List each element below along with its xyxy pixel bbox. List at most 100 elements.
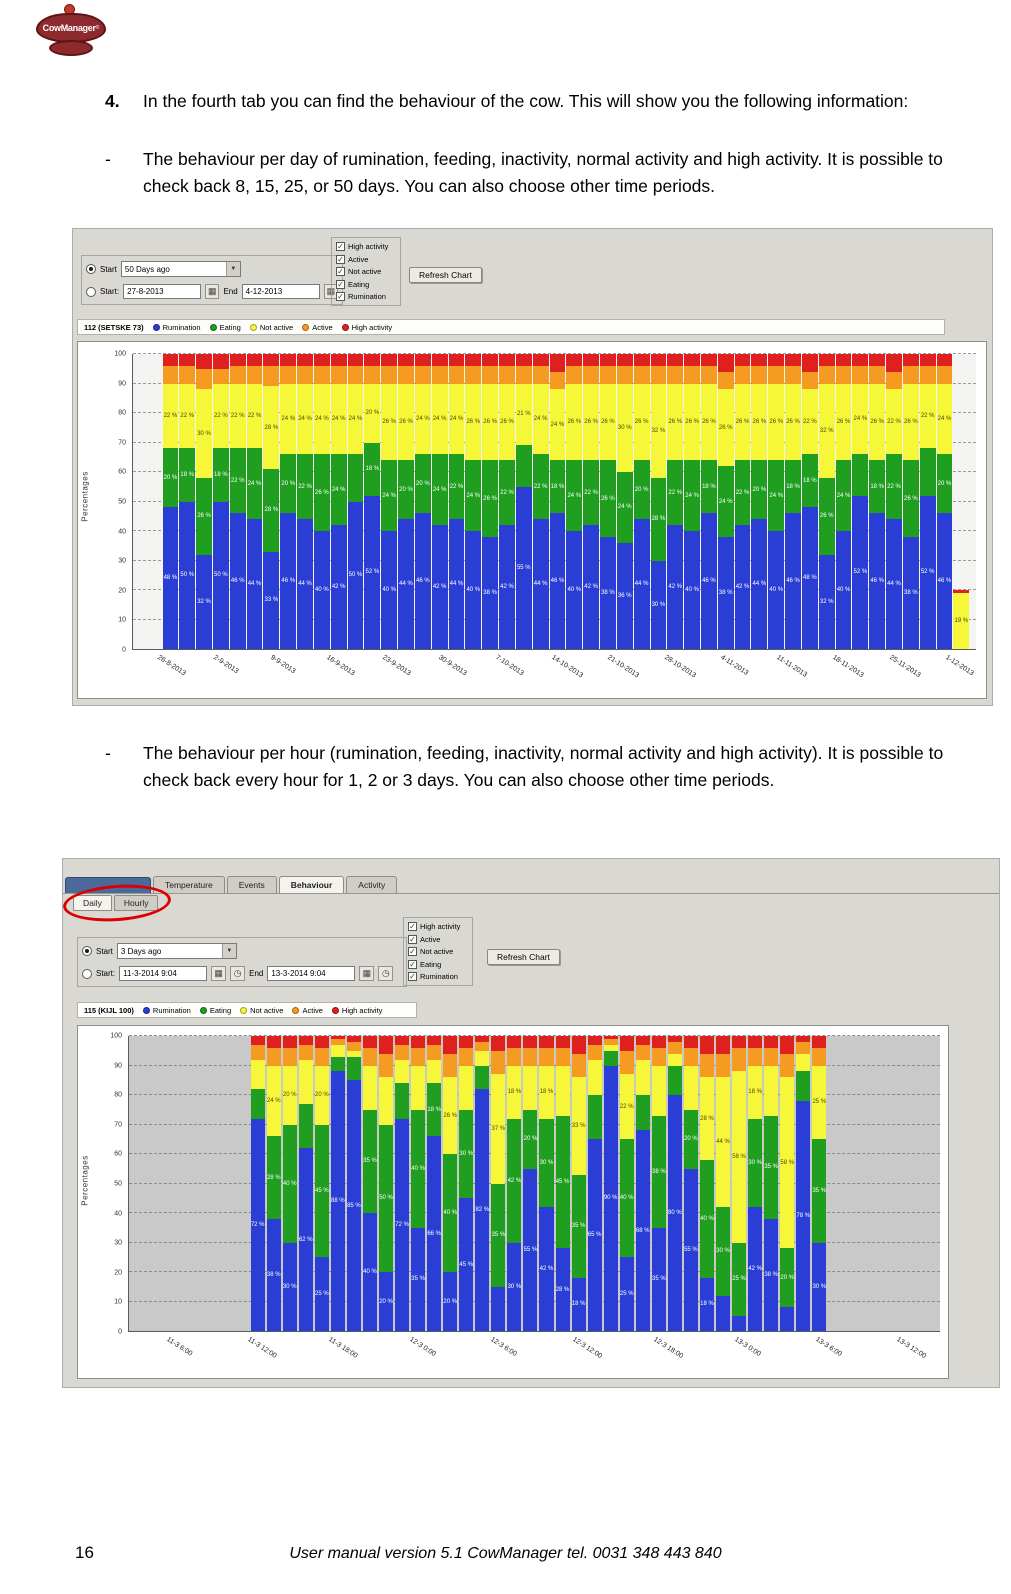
calendar-icon[interactable]: ▦ [205, 284, 220, 299]
segment-value-label: 58 % [732, 1153, 746, 1160]
segment-not-active: 22 % [229, 383, 246, 449]
subtab-hourly[interactable]: Hourly [113, 895, 159, 911]
segment-active [716, 1053, 731, 1078]
x-tick-label: 12-3 18:00 [651, 1336, 684, 1361]
checkbox-checked-icon[interactable]: ✓ [336, 292, 345, 301]
segment-value-label: 24 % [315, 415, 329, 422]
filter-rumination[interactable]: ✓ Rumination [408, 972, 468, 981]
segment-high-activity [523, 1036, 538, 1048]
refresh-chart-button[interactable]: Refresh Chart [487, 949, 560, 965]
segment-value-label: 25 % [315, 1291, 329, 1298]
segment-high-activity [667, 1036, 682, 1042]
x-tick-label: 13-3 12:00 [895, 1336, 928, 1361]
segment-rumination [732, 1316, 747, 1331]
stacked-bar: 44 % 24 % 22 % [246, 354, 263, 649]
segment-rumination: 33 % [263, 551, 280, 649]
checkbox-checked-icon[interactable]: ✓ [408, 922, 417, 931]
segment-active [796, 1041, 811, 1054]
checkbox-checked-icon[interactable]: ✓ [336, 242, 345, 251]
tab-behaviour[interactable]: Behaviour [278, 876, 345, 893]
segment-value-label: 68 % [635, 1227, 650, 1234]
filter-active[interactable]: ✓ Active [408, 934, 468, 944]
filter-not-active[interactable]: ✓ Not active [336, 267, 396, 276]
segment-not-active: 24 % [266, 1065, 281, 1137]
filter-high-activity[interactable]: ✓ High activity [408, 922, 468, 931]
checkbox-checked-icon[interactable]: ✓ [408, 947, 417, 956]
segment-not-active: 24 % [330, 383, 347, 455]
segment-active [635, 1044, 650, 1060]
calendar-icon[interactable]: ▦ [211, 966, 227, 981]
tab-temperature[interactable]: Temperature [153, 876, 225, 893]
stacked-bar: 38 % 35 % [764, 1036, 779, 1331]
legend-dot-icon [199, 1006, 207, 1014]
segment-high-activity [515, 354, 532, 366]
checkbox-checked-icon[interactable]: ✓ [408, 934, 417, 944]
refresh-chart-button[interactable]: Refresh Chart [409, 267, 482, 283]
segment-active [162, 365, 179, 384]
segment-rumination: 46 % [549, 513, 566, 649]
stacked-bar: 44 % 20 % 26 % [398, 354, 414, 649]
start-datetime-input[interactable]: 11-3-2014 9:04 [119, 966, 208, 981]
legend-item-active: Active [292, 1006, 323, 1015]
segment-rumination: 50 % [179, 501, 196, 649]
segment-not-active: 26 % [566, 383, 583, 461]
period-dropdown[interactable]: 50 Days ago ▼ [120, 261, 241, 277]
subtab-daily[interactable]: Daily [73, 895, 112, 911]
custom-range-radio[interactable] [86, 286, 96, 297]
segment-not-active [635, 1059, 650, 1096]
y-tick-label: 30 [118, 557, 126, 565]
segment-value-label: 78 % [796, 1212, 811, 1219]
custom-range-radio[interactable] [82, 968, 92, 979]
y-tick-label: 50 [114, 1180, 122, 1188]
checkbox-checked-icon[interactable]: ✓ [336, 254, 345, 264]
segment-not-active: 24 % [431, 383, 448, 455]
segment-value-label: 50 % [379, 1195, 393, 1202]
end-date-input[interactable]: 4-12-2013 [241, 284, 320, 299]
segment-high-activity [362, 1036, 378, 1048]
legend-item-eating: Eating [209, 323, 241, 332]
filter-eating[interactable]: ✓ Eating [336, 279, 396, 289]
filter-high-activity[interactable]: ✓ High activity [336, 242, 396, 251]
chart-legend: 115 (KIJL 100) Rumination Eating Not act… [77, 1002, 417, 1018]
checkbox-checked-icon[interactable]: ✓ [336, 279, 345, 289]
segment-rumination: 36 % [616, 542, 633, 649]
period-radio[interactable] [82, 946, 92, 956]
segment-high-activity [583, 354, 600, 366]
segment-rumination: 46 % [229, 513, 246, 649]
filter-not-active[interactable]: ✓ Not active [408, 947, 468, 956]
segment-high-activity [280, 354, 297, 366]
checkbox-checked-icon[interactable]: ✓ [408, 972, 417, 981]
tab-events[interactable]: Events [226, 876, 277, 893]
segment-high-activity [734, 354, 751, 366]
segment-value-label: 24 % [533, 415, 548, 422]
clock-icon[interactable]: ◷ [378, 966, 394, 981]
segment-rumination [716, 1295, 731, 1331]
filter-rumination[interactable]: ✓ Rumination [336, 292, 396, 301]
segment-high-activity [448, 354, 465, 366]
gridline [129, 1035, 940, 1036]
segment-value-label: 20 % [365, 410, 380, 417]
segment-high-activity [379, 1036, 394, 1054]
tab-partial[interactable] [65, 877, 151, 893]
period-radio[interactable] [86, 264, 96, 274]
start-date-input[interactable]: 27-8-2013 [123, 284, 202, 299]
filter-eating[interactable]: ✓ Eating [408, 959, 468, 969]
segment-active [330, 365, 347, 384]
stacked-bar: 46 % 18 % 26 % [785, 354, 801, 649]
calendar-icon[interactable]: ▦ [323, 284, 338, 299]
tab-activity[interactable]: Activity [346, 876, 398, 893]
segment-value-label: 40 % [619, 1195, 634, 1202]
segment-value-label: 35 % [491, 1232, 506, 1239]
clock-icon[interactable]: ◷ [230, 966, 246, 981]
checkbox-checked-icon[interactable]: ✓ [408, 959, 417, 969]
checkbox-checked-icon[interactable]: ✓ [336, 267, 345, 276]
calendar-icon[interactable]: ▦ [359, 966, 375, 981]
end-datetime-input[interactable]: 13-3-2014 9:04 [267, 966, 356, 981]
segment-value-label: 24 % [382, 492, 397, 499]
segment-rumination: 40 % [465, 531, 482, 649]
period-dropdown[interactable]: 3 Days ago ▼ [116, 943, 237, 959]
y-tick-label: 80 [114, 1091, 122, 1099]
segment-value-label: 30 % [716, 1248, 730, 1255]
filter-active[interactable]: ✓ Active [336, 254, 396, 264]
segment-not-active: 26 % [499, 383, 515, 461]
